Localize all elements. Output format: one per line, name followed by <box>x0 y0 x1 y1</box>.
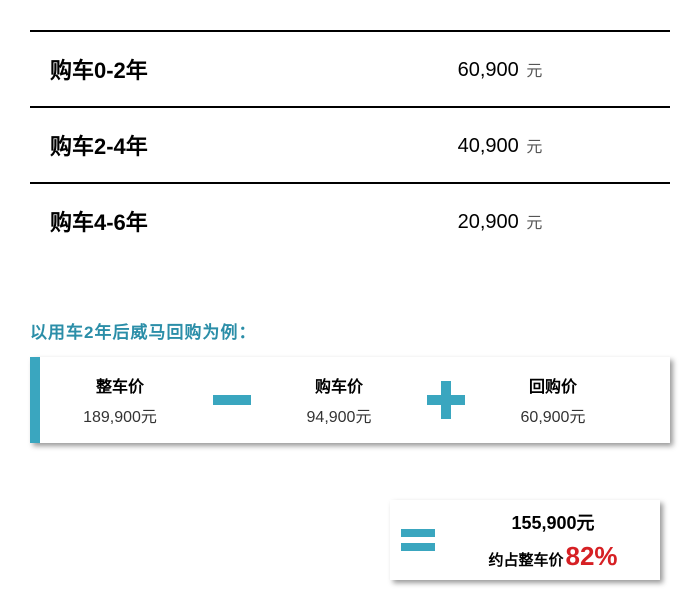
calc-cell-buyback-price: 回购价 60,900元 <box>478 373 628 427</box>
result-percent: 82% <box>565 541 617 572</box>
minus-icon <box>200 377 264 423</box>
calc-cell-total-price: 整车价 189,900元 <box>40 373 200 427</box>
result-total: 155,900元 <box>511 509 594 535</box>
price-number: 60,900 <box>458 59 519 81</box>
calc-value: 189,900元 <box>83 403 157 427</box>
period-label: 购车4-6年 <box>30 205 330 237</box>
result-percent-line: 约占整车价 82% <box>488 541 617 572</box>
result-prefix: 约占整车价 <box>488 549 563 570</box>
period-label: 购车2-4年 <box>30 129 330 161</box>
plus-icon <box>414 377 478 423</box>
price-number: 20,900 <box>458 211 519 233</box>
price-unit: 元 <box>526 63 542 80</box>
table-row: 购车0-2年 60,900 元 <box>30 30 670 106</box>
price-value: 60,900 元 <box>330 57 670 82</box>
calc-cell-purchase-price: 购车价 94,900元 <box>264 373 414 427</box>
result-text: 155,900元 约占整车价 82% <box>446 509 660 572</box>
calc-title: 整车价 <box>96 373 144 397</box>
calc-title: 购车价 <box>315 373 363 397</box>
price-value: 40,900 元 <box>330 133 670 158</box>
table-row: 购车2-4年 40,900 元 <box>30 106 670 182</box>
calculation-bar: 整车价 189,900元 购车价 94,900元 回购价 60,900元 <box>30 357 670 443</box>
table-row: 购车4-6年 20,900 元 <box>30 182 670 258</box>
price-unit: 元 <box>526 215 542 232</box>
calc-value: 60,900元 <box>521 403 586 427</box>
calc-title: 回购价 <box>529 373 577 397</box>
example-caption: 以用车2年后威马回购为例： <box>30 318 670 343</box>
price-unit: 元 <box>526 139 542 156</box>
buyback-table: 购车0-2年 60,900 元 购车2-4年 40,900 元 购车4-6年 2… <box>30 30 670 258</box>
calc-value: 94,900元 <box>307 403 372 427</box>
equals-icon <box>390 520 446 560</box>
result-box: 155,900元 约占整车价 82% <box>390 500 660 580</box>
price-number: 40,900 <box>458 135 519 157</box>
period-label: 购车0-2年 <box>30 53 330 85</box>
price-value: 20,900 元 <box>330 209 670 234</box>
